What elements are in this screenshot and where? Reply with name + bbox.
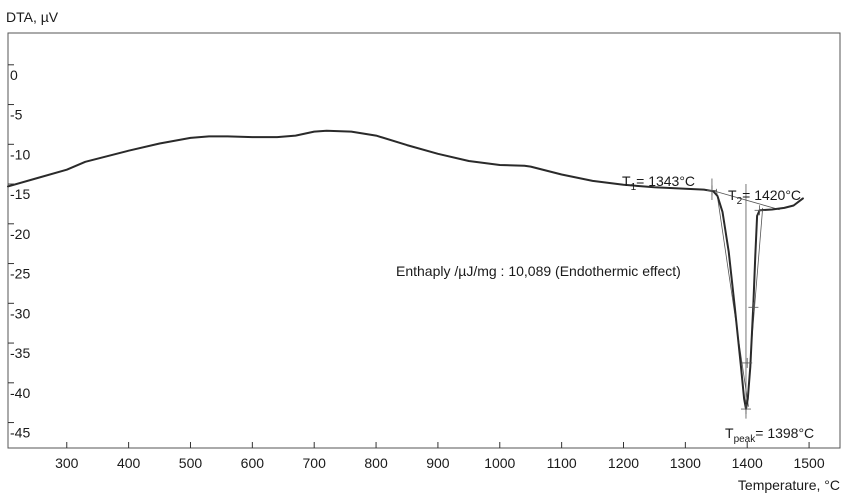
y-tick-label: -45	[10, 425, 30, 441]
x-tick-label: 400	[117, 455, 141, 471]
x-axis-title: Temperature, °C	[738, 477, 840, 493]
x-tick-label: 1000	[484, 455, 515, 471]
y-tick-label: -5	[10, 107, 23, 123]
x-tick-label: 1500	[793, 455, 824, 471]
x-tick-label: 600	[241, 455, 265, 471]
y-tick-label: -20	[10, 226, 30, 242]
plot-frame	[7, 32, 841, 449]
x-tick-label: 300	[55, 455, 79, 471]
x-axis: 300 400 500 600 700 800 900 1000 1100 1200 1300 140…	[55, 442, 825, 471]
y-axis: 0 -5 -10 -15 -20 -25 -30 -35 -40 -45	[8, 64, 30, 441]
y-axis-title: DTA, µV	[6, 9, 59, 25]
enthalpy-annotation: Enthaply /µJ/mg : 10,089 (Endothermic ef…	[396, 263, 681, 279]
x-tick-label: 1100	[547, 455, 577, 471]
x-tick-label: 1200	[608, 455, 639, 471]
t1-annotation: T1= 1343°C	[622, 173, 695, 193]
y-tick-label: -40	[10, 385, 30, 401]
t2-annotation: T2= 1420°C	[728, 187, 801, 207]
y-tick-label: -35	[10, 345, 30, 361]
y-tick-label: -15	[10, 186, 30, 202]
x-tick-label: 800	[364, 455, 388, 471]
peak-markers	[706, 185, 765, 415]
y-tick-label: -25	[10, 266, 30, 282]
peak-guides	[711, 178, 780, 419]
t1-tangent	[715, 188, 749, 407]
x-tick-label: 1300	[670, 455, 701, 471]
x-tick-label: 500	[179, 455, 203, 471]
x-tick-label: 700	[303, 455, 327, 471]
y-tick-label: 0	[10, 67, 18, 83]
tpeak-annotation: Tpeak= 1398°C	[725, 425, 814, 445]
x-tick-label: 1400	[732, 455, 763, 471]
x-tick-label: 900	[426, 455, 450, 471]
y-tick-label: -30	[10, 305, 30, 321]
dta-curve	[7, 129, 804, 410]
y-tick-label: -10	[10, 146, 30, 162]
